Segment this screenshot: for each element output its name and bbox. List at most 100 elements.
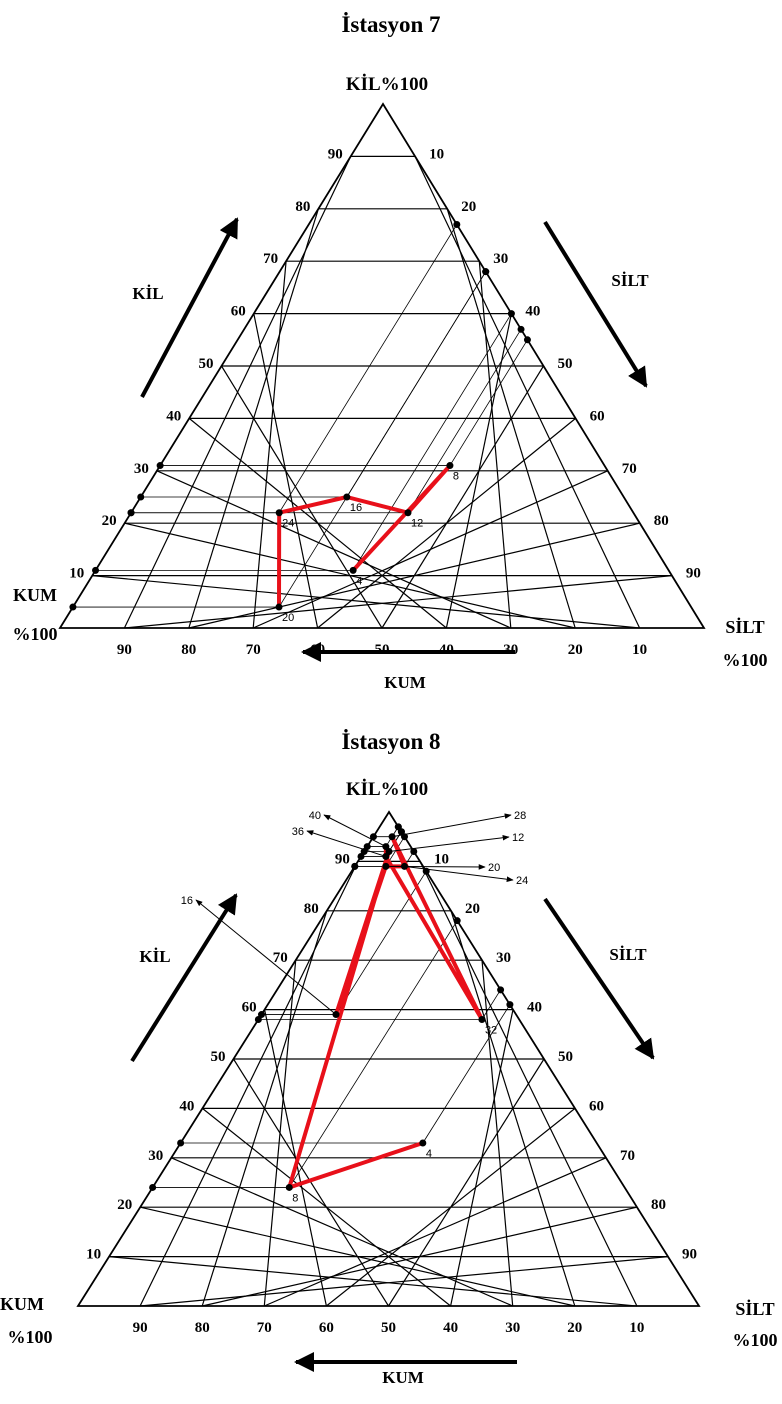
grid-line-kum	[419, 861, 638, 1307]
data-point	[478, 1015, 486, 1023]
point-label: 8	[453, 471, 459, 483]
data-point	[404, 509, 412, 517]
grid-line-kum	[481, 960, 514, 1307]
data-point	[275, 509, 283, 517]
chart-2-kum-corner-unit: %100	[8, 1327, 53, 1347]
tick-label-kil: 40	[166, 408, 181, 424]
tick-label-kum: 90	[117, 642, 132, 658]
tick-label-kil: 60	[231, 304, 246, 320]
edge-marker-silt	[394, 823, 402, 831]
edge-marker-silt	[410, 848, 418, 856]
tick-label-kil: 30	[134, 461, 149, 477]
edge-marker-kil	[369, 833, 377, 841]
tick-label-kum: 60	[310, 642, 325, 658]
point-label: 36	[292, 826, 304, 838]
tick-label-kum: 90	[133, 1320, 148, 1336]
triangle-outline	[76, 810, 701, 1307]
point-label: 24	[516, 875, 528, 887]
edge-marker-kil	[363, 843, 371, 851]
tick-label-silt: 40	[525, 304, 540, 320]
tick-label-kil: 20	[102, 513, 117, 529]
chart-2-depth-path	[287, 834, 484, 1190]
tick-label-kum: 70	[257, 1320, 272, 1336]
chart-1-plot: 90 80 70 60 50 40 30 20 10 10 20 30 40 50 60 70 80 90 90 80…	[58, 102, 706, 658]
tick-label-kum: 30	[505, 1320, 520, 1336]
guide-line-silt	[481, 989, 501, 1020]
edge-marker-silt	[453, 221, 461, 229]
edge-marker-silt	[453, 917, 461, 925]
point-label: 32	[485, 1024, 497, 1036]
grid-line-kum	[381, 365, 545, 629]
tick-label-silt: 90	[682, 1247, 697, 1263]
callout-arrow	[195, 899, 337, 1015]
data-point	[275, 603, 283, 611]
guide-line-silt	[278, 224, 458, 513]
tick-label-silt: 20	[461, 199, 476, 215]
edge-marker-silt	[523, 336, 531, 344]
tick-label-kil: 80	[295, 199, 310, 215]
chart-1-silt-arrow	[543, 220, 648, 388]
tick-label-kum: 40	[439, 642, 454, 658]
data-point	[343, 493, 351, 501]
grid-line-silt	[92, 575, 640, 629]
edge-marker-kil	[137, 493, 145, 501]
callout-arrow	[306, 830, 387, 857]
tick-label-silt: 50	[558, 356, 573, 372]
chart-2-plot: 90 80 70 60 50 40 30 20 10 10 20 30 40 50 60 70 80 90 90 80…	[76, 810, 701, 1336]
data-point	[446, 462, 454, 470]
edge-marker-silt	[497, 986, 505, 994]
chart-2-ticks: 90 80 70 60 50 40 30 20 10 10 20 30 40 50 60 70 80 90 90 80…	[86, 851, 697, 1336]
chart-2-silt-arrow-label: SİLT	[609, 945, 647, 964]
chart-2-silt-corner-label: SİLT	[735, 1299, 774, 1319]
edge-marker-kil	[156, 462, 164, 470]
grid-line-silt	[156, 470, 512, 629]
callout-arrow	[385, 864, 486, 870]
chart-1-kil-arrow	[140, 217, 239, 398]
point-label: 16	[181, 895, 193, 907]
point-label: 12	[512, 832, 524, 844]
tick-label-kil: 10	[69, 566, 84, 582]
tick-label-kil: 40	[179, 1098, 194, 1114]
tick-label-kil: 30	[148, 1148, 163, 1164]
tick-label-silt: 60	[590, 408, 605, 424]
guide-line-silt	[407, 329, 522, 513]
grid-line-silt	[124, 522, 576, 629]
grid-line-silt	[140, 1206, 575, 1307]
edge-marker-kil	[69, 603, 77, 611]
chart-1-silt-arrow-label: SİLT	[611, 271, 649, 290]
chart-1: İstasyon 7 KİL%100 KUM %100 SİLT %100 Kİ…	[13, 12, 768, 692]
triangle-outline	[58, 102, 706, 629]
chart-1-kum-corner-label: KUM	[13, 585, 57, 605]
data-point	[349, 566, 357, 574]
tick-label-silt: 50	[558, 1049, 573, 1065]
data-point	[285, 1183, 293, 1191]
tick-label-kil: 50	[199, 356, 214, 372]
chart-2-guides	[149, 823, 514, 1191]
point-label: 12	[411, 518, 423, 530]
point-label: 4	[356, 575, 362, 587]
tick-label-kum: 10	[629, 1320, 644, 1336]
callout-arrow	[388, 834, 510, 853]
tick-label-kil: 10	[86, 1247, 101, 1263]
tick-label-silt: 80	[654, 513, 669, 529]
guide-line-silt	[278, 271, 487, 608]
callout-arrow	[391, 813, 512, 838]
grid-line-kum	[445, 313, 512, 629]
chart-2-kum-arrow-label: KUM	[382, 1368, 424, 1387]
tick-label-kil: 80	[304, 901, 319, 917]
point-label: 4	[426, 1148, 432, 1160]
tick-label-kum: 50	[375, 642, 390, 658]
tick-label-kum: 80	[181, 642, 196, 658]
point-label: 8	[292, 1192, 298, 1204]
point-label: 20	[282, 612, 294, 624]
point-label: 16	[350, 502, 362, 514]
guide-line-silt	[288, 920, 458, 1188]
tick-label-silt: 10	[434, 851, 449, 867]
tick-label-silt: 30	[493, 251, 508, 267]
grid-line-kum	[450, 910, 576, 1307]
grid-line-silt	[232, 1058, 390, 1307]
edge-marker-kil	[254, 1015, 262, 1023]
point-label: 28	[514, 810, 526, 822]
edge-marker-silt	[507, 310, 515, 318]
